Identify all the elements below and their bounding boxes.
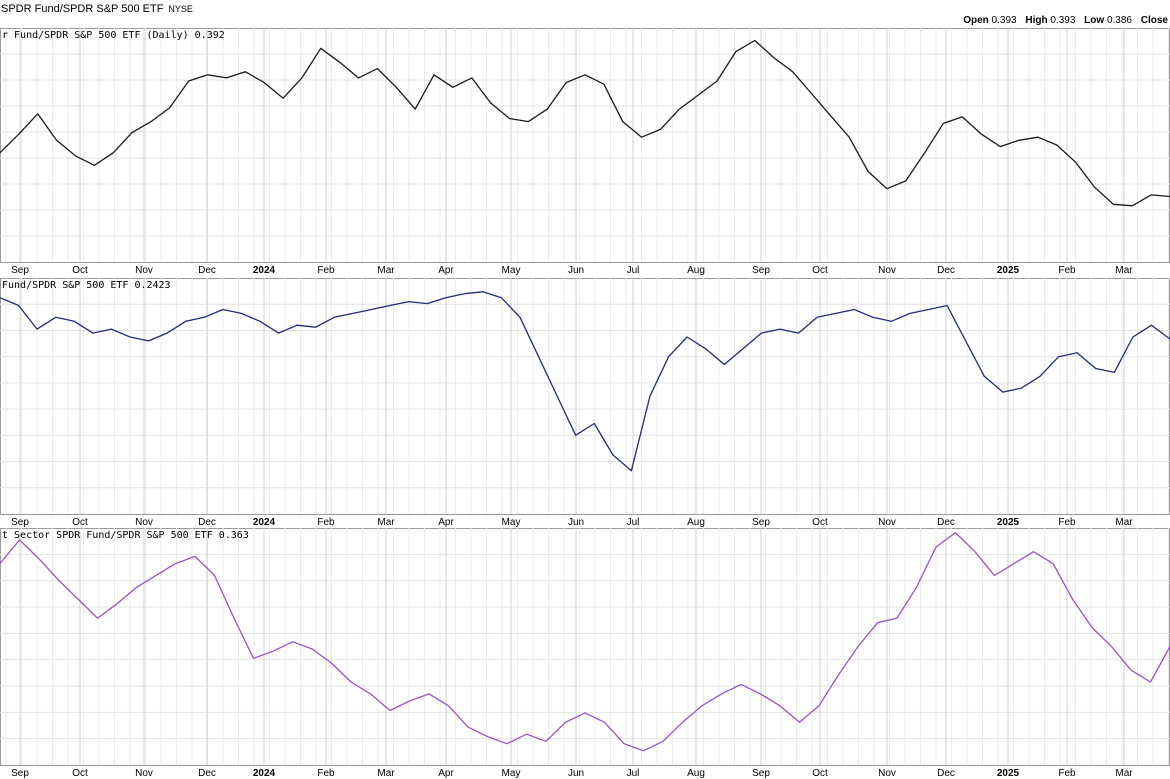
x-tick-label: Jul [627,768,640,779]
panel-frame-3 [0,528,1170,766]
x-tick-label: Oct [72,768,88,779]
x-tick-label: 2024 [253,768,276,779]
x-tick-label: Sep [11,768,29,779]
x-tick-label: Jul [627,517,640,528]
open-label: Open [963,15,989,26]
panel-title-3: t Sector SPDR Fund/SPDR S&P 500 ETF 0.36… [2,530,249,541]
x-tick-label: Oct [812,265,828,276]
x-tick-label: Dec [937,768,955,779]
x-tick-label: Feb [1058,265,1076,276]
close-label: Close [1140,15,1168,26]
ohlc-readout: Open 0.393 High 0.393 Low 0.386 Close [957,15,1168,26]
x-tick-label: Nov [878,768,896,779]
x-tick-label: Mar [1115,517,1133,528]
x-tick-label: Sep [752,517,770,528]
x-tick-label: Feb [317,768,335,779]
series-line-3 [0,532,1170,752]
x-tick-label: Dec [937,517,955,528]
x-tick-label: Dec [198,768,216,779]
x-tick-label: Jul [627,265,640,276]
x-tick-label: Mar [377,265,395,276]
x-tick-label: Aug [687,517,705,528]
x-tick-label: Oct [72,265,88,276]
x-tick-label: Feb [1058,768,1076,779]
x-tick-label: 2025 [997,768,1020,779]
x-tick-label: Oct [72,517,88,528]
x-tick-label: Nov [878,517,896,528]
x-tick-label: Sep [11,517,29,528]
x-tick-label: Apr [438,265,454,276]
x-tick-label: May [502,768,521,779]
x-tick-label: Dec [198,517,216,528]
x-tick-label: Mar [377,768,395,779]
x-tick-label: Mar [1115,265,1133,276]
open-value: 0.393 [991,15,1017,26]
high-value: 0.393 [1050,15,1076,26]
x-tick-label: Feb [1058,517,1076,528]
low-value: 0.386 [1106,15,1132,26]
x-tick-label: Oct [812,768,828,779]
panel-title-1: r Fund/SPDR S&P 500 ETF (Daily) 0.392 [2,30,225,41]
x-tick-label: Dec [198,265,216,276]
high-label: High [1025,15,1048,26]
series-line-2 [0,291,1170,472]
chart-header: SPDR Fund/SPDR S&P 500 ETF NYSE Open 0.39… [0,0,1170,28]
x-tick-label: Oct [812,517,828,528]
x-tick-label: Nov [878,265,896,276]
x-tick-label: Nov [135,517,153,528]
panel-frame-1 [0,28,1170,263]
x-tick-label: 2024 [253,517,276,528]
x-tick-label: Feb [317,517,335,528]
x-tick-label: 2025 [997,265,1020,276]
x-tick-label: Sep [11,265,29,276]
symbol-title: SPDR Fund/SPDR S&P 500 ETF NYSE [1,3,193,15]
x-tick-label: Aug [687,768,705,779]
panel-title-2: Fund/SPDR S&P 500 ETF 0.2423 [2,280,171,291]
x-tick-label: Jun [568,265,584,276]
exchange-label: NYSE [168,4,193,14]
series-line-1 [0,39,1170,207]
symbol-name: SPDR Fund/SPDR S&P 500 ETF [1,3,164,15]
x-tick-label: Jun [568,517,584,528]
panel-frame-2 [0,278,1170,515]
x-tick-label: Nov [135,768,153,779]
x-tick-label: Jun [568,768,584,779]
x-tick-label: Sep [752,768,770,779]
x-tick-label: Feb [317,265,335,276]
x-tick-label: Aug [687,265,705,276]
x-tick-label: Apr [438,517,454,528]
x-tick-label: 2025 [997,517,1020,528]
x-tick-label: Dec [937,265,955,276]
x-tick-label: 2024 [253,265,276,276]
x-tick-label: May [502,517,521,528]
x-tick-label: Mar [377,517,395,528]
x-tick-label: Nov [135,265,153,276]
x-tick-label: Sep [752,265,770,276]
x-tick-label: Mar [1115,768,1133,779]
x-tick-label: May [502,265,521,276]
x-tick-label: Apr [438,768,454,779]
low-label: Low [1084,15,1105,26]
